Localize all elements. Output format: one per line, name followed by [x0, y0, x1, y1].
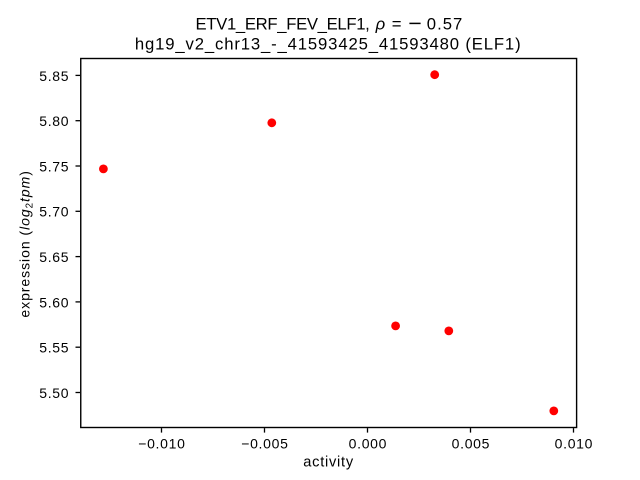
svg-text:0.010: 0.010 — [555, 436, 594, 452]
svg-text:hg19_v2_chr13_-_41593425_41593: hg19_v2_chr13_-_41593425_41593480 (ELF1) — [135, 34, 522, 53]
svg-text:0.000: 0.000 — [349, 436, 388, 452]
svg-text:5.55: 5.55 — [39, 340, 69, 356]
svg-text:activity: activity — [303, 455, 354, 471]
svg-text:−0.010: −0.010 — [138, 436, 185, 452]
svg-text:5.70: 5.70 — [39, 204, 69, 220]
svg-text:5.85: 5.85 — [39, 68, 69, 84]
svg-text:5.60: 5.60 — [39, 294, 69, 310]
svg-text:5.75: 5.75 — [39, 158, 69, 174]
svg-text:0.005: 0.005 — [452, 436, 491, 452]
svg-text:5.65: 5.65 — [39, 249, 69, 265]
svg-text:5.80: 5.80 — [39, 113, 69, 129]
svg-text:−0.005: −0.005 — [241, 436, 288, 452]
svg-text:expression (log2tpm): expression (log2tpm) — [17, 170, 36, 317]
svg-text:5.50: 5.50 — [39, 385, 69, 401]
svg-text:ETV1_ERF_FEV_ELF1, ρ =: ETV1_ERF_FEV_ELF1, ρ = 0.57 — [196, 14, 464, 33]
